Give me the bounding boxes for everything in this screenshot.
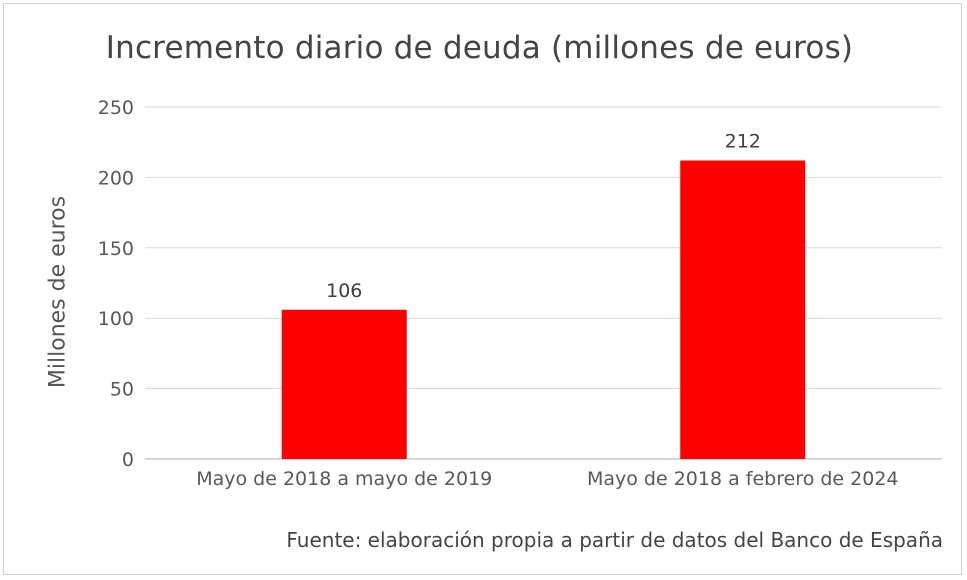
source-note: Fuente: elaboración propia a partir de d… <box>286 528 943 552</box>
x-category-label-2: Mayo de 2018 a febrero de 2024 <box>587 468 899 490</box>
y-tick-label: 0 <box>122 449 134 471</box>
y-tick-label: 200 <box>98 167 134 189</box>
y-tick-label: 250 <box>98 97 134 119</box>
bar-2 <box>680 160 806 459</box>
y-tick-label: 50 <box>110 379 134 401</box>
y-tick-label: 100 <box>98 308 134 330</box>
y-tick-label: 150 <box>98 238 134 260</box>
chart-title: Incremento diario de deuda (millones de … <box>105 30 854 66</box>
x-category-label-1: Mayo de 2018 a mayo de 2019 <box>196 468 492 490</box>
bar-1 <box>281 309 407 459</box>
data-label-2: 212 <box>725 131 761 153</box>
data-label-1: 106 <box>326 280 362 302</box>
